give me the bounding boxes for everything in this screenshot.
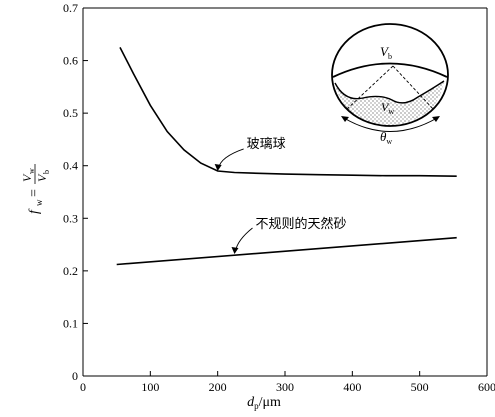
x-ticks: 0 100 200 300 400 500 600: [80, 371, 495, 394]
plot-frame: [82, 7, 488, 377]
series-line-glass-beads: [119, 47, 457, 177]
x-label-sub: p: [254, 401, 259, 411]
y-label-sub: w: [34, 199, 44, 206]
inset-vb-main: V: [380, 44, 390, 59]
inset-dashed-left: [345, 65, 394, 111]
inset-theta-main: θ: [380, 129, 387, 144]
inset-sphere: [331, 23, 449, 127]
x-tick-label: 300: [276, 380, 294, 394]
y-tick-label: 0: [72, 369, 78, 383]
y-label-numerator-sub: w: [27, 168, 36, 174]
y-tick-label: 0.1: [63, 316, 78, 330]
y-tick-label: 0.6: [63, 54, 78, 68]
x-label-unit: /μm: [259, 395, 281, 410]
y-label-denominator-sub: b: [42, 170, 51, 174]
annotation-label: 不规则的天然砂: [256, 216, 347, 232]
inset-cut-plane: [332, 62, 448, 78]
inset-dashed-right: [392, 65, 435, 111]
inset-vw-sub: w: [388, 107, 394, 116]
y-ticks: 0 0.1 0.2 0.3 0.4 0.5 0.6 0.7: [63, 1, 88, 383]
inset-theta-arc: [343, 117, 438, 132]
inset-water-surface: [334, 80, 445, 104]
inset-vw-label: Vw: [381, 100, 394, 116]
y-tick-label: 0.4: [63, 159, 78, 173]
y-label-denominator: V: [35, 173, 49, 182]
inset-theta-arrow-left: [341, 116, 349, 122]
inset-water-region: [335, 81, 444, 126]
y-tick-label: 0.7: [63, 1, 78, 15]
y-label-main: f: [27, 208, 42, 214]
inset-theta-label: θw: [380, 129, 392, 146]
annotation-leader: [235, 227, 253, 252]
annotation-arrowhead: [214, 163, 222, 171]
inset-vw-main: V: [381, 100, 390, 114]
y-axis-label: f w = V w V b: [20, 164, 51, 214]
annotation-label: 玻璃球: [247, 137, 286, 152]
series-layer: [116, 47, 457, 266]
series-line-natural-sand: [116, 236, 457, 266]
inset-schematic: Vb Vw θw: [331, 23, 449, 146]
x-tick-label: 200: [209, 380, 227, 394]
inset-vb-label: Vb: [380, 44, 392, 61]
inset-vb-sub: b: [388, 52, 392, 61]
x-tick-label: 600: [478, 380, 495, 394]
y-label-eq: =: [27, 189, 42, 197]
annotation-leader: [218, 148, 244, 169]
x-tick-label: 400: [343, 380, 361, 394]
y-tick-label: 0.5: [63, 106, 78, 120]
annotation-arrowhead: [231, 247, 239, 255]
y-tick-label: 0.2: [63, 264, 78, 278]
x-tick-label: 500: [411, 380, 429, 394]
x-tick-label: 0: [80, 380, 86, 394]
x-axis-label: dp/μm: [247, 395, 281, 411]
x-label-main: d: [247, 395, 255, 410]
y-tick-label: 0.3: [63, 211, 78, 225]
inset-theta-sub: w: [386, 137, 392, 146]
y-label-numerator: V: [20, 173, 34, 182]
inset-theta-arrow-right: [432, 116, 440, 122]
x-tick-label: 100: [141, 380, 159, 394]
